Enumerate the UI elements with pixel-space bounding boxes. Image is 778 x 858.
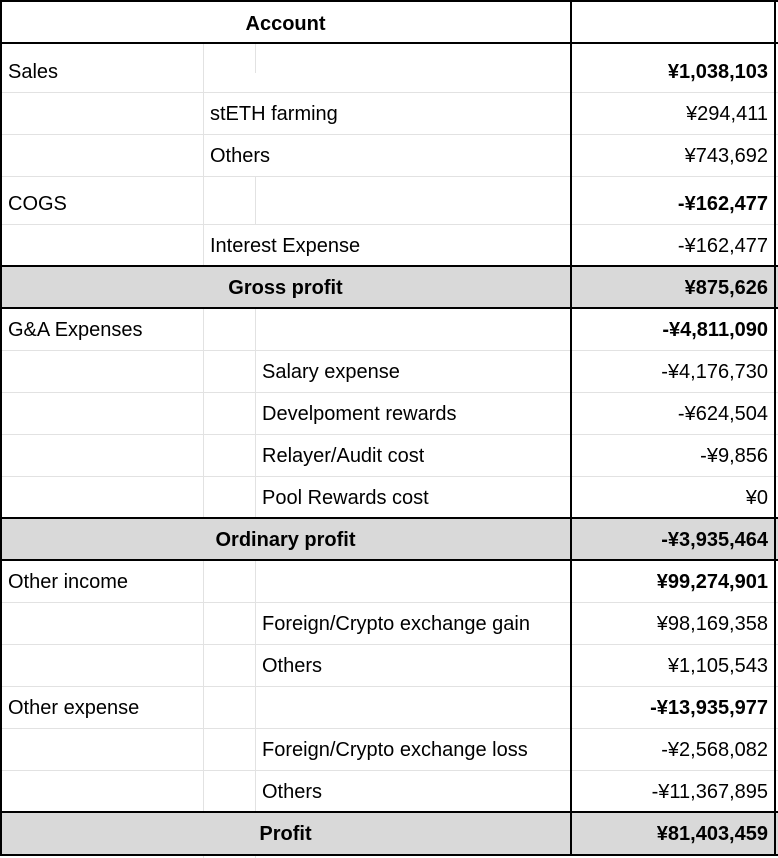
gridline bbox=[203, 854, 204, 858]
gross-profit-amount: ¥875,626 bbox=[684, 277, 768, 299]
table-border bbox=[570, 0, 572, 856]
gridline bbox=[0, 92, 778, 93]
row-development-rewards[interactable]: Develpoment rewards -¥624,504 bbox=[0, 393, 778, 435]
gridline bbox=[0, 644, 778, 645]
fx-gain-amount: ¥98,169,358 bbox=[656, 613, 768, 635]
fx-loss-label: Foreign/Crypto exchange loss bbox=[262, 739, 528, 761]
steth-farming-label: stETH farming bbox=[210, 103, 338, 125]
row-other-income[interactable]: Other income ¥99,274,901 bbox=[0, 561, 778, 603]
table-border bbox=[774, 0, 776, 856]
sales-label: Sales bbox=[8, 61, 59, 83]
gridline bbox=[0, 476, 778, 477]
table-border bbox=[0, 265, 778, 267]
ordinary-profit-label: Ordinary profit bbox=[215, 529, 356, 551]
row-other-expense[interactable]: Other expense -¥13,935,977 bbox=[0, 687, 778, 729]
pool-rewards-cost-amount: ¥0 bbox=[745, 487, 768, 509]
table-border bbox=[0, 307, 778, 309]
sales-others-label: Others bbox=[210, 145, 271, 167]
other-income-others-amount: ¥1,105,543 bbox=[667, 655, 768, 677]
gridline bbox=[203, 307, 204, 517]
other-income-label: Other income bbox=[8, 571, 129, 593]
ga-expenses-label: G&A Expenses bbox=[8, 319, 143, 341]
table-border bbox=[0, 0, 778, 2]
salary-expense-amount: -¥4,176,730 bbox=[661, 361, 768, 383]
row-sales[interactable]: Sales ¥1,038,103 bbox=[0, 51, 778, 93]
table-border bbox=[0, 854, 778, 856]
row-cogs[interactable]: COGS -¥162,477 bbox=[0, 183, 778, 225]
development-rewards-label: Develpoment rewards bbox=[262, 403, 457, 425]
cogs-label: COGS bbox=[8, 193, 67, 215]
row-interest-expense[interactable]: Interest Expense -¥162,477 bbox=[0, 225, 778, 267]
table-border bbox=[0, 811, 778, 813]
row-other-expense-others[interactable]: Others -¥11,367,895 bbox=[0, 771, 778, 813]
row-gross-profit[interactable]: Gross profit ¥875,626 bbox=[0, 267, 778, 307]
relayer-audit-cost-label: Relayer/Audit cost bbox=[262, 445, 425, 467]
gross-profit-label: Gross profit bbox=[228, 277, 343, 299]
header-row: Account bbox=[0, 3, 778, 45]
gridline bbox=[0, 134, 778, 135]
table-border bbox=[0, 517, 778, 519]
gridline bbox=[203, 559, 204, 811]
table-border bbox=[0, 42, 778, 44]
other-expense-label: Other expense bbox=[8, 697, 140, 719]
gridline bbox=[0, 350, 778, 351]
row-pool-rewards-cost[interactable]: Pool Rewards cost ¥0 bbox=[0, 477, 778, 519]
row-fx-loss[interactable]: Foreign/Crypto exchange loss -¥2,568,082 bbox=[0, 729, 778, 771]
gridline bbox=[0, 434, 778, 435]
gridline bbox=[255, 307, 256, 517]
other-income-amount: ¥99,274,901 bbox=[656, 571, 768, 593]
gridline bbox=[0, 686, 778, 687]
table-border bbox=[0, 559, 778, 561]
row-sales-others[interactable]: Others ¥743,692 bbox=[0, 135, 778, 177]
sales-others-amount: ¥743,692 bbox=[684, 145, 768, 167]
profit-label: Profit bbox=[259, 823, 312, 845]
gridline bbox=[0, 770, 778, 771]
row-other-income-others[interactable]: Others ¥1,105,543 bbox=[0, 645, 778, 687]
gridline bbox=[0, 392, 778, 393]
profit-amount: ¥81,403,459 bbox=[656, 823, 768, 845]
other-expense-amount: -¥13,935,977 bbox=[650, 697, 768, 719]
interest-expense-label: Interest Expense bbox=[210, 235, 361, 257]
row-ordinary-profit[interactable]: Ordinary profit -¥3,935,464 bbox=[0, 519, 778, 559]
other-income-others-label: Others bbox=[262, 655, 323, 677]
other-expense-others-label: Others bbox=[262, 781, 323, 803]
row-salary-expense[interactable]: Salary expense -¥4,176,730 bbox=[0, 351, 778, 393]
row-ga-expenses[interactable]: G&A Expenses -¥4,811,090 bbox=[0, 309, 778, 351]
ga-expenses-amount: -¥4,811,090 bbox=[662, 319, 768, 341]
row-steth-farming[interactable]: stETH farming ¥294,411 bbox=[0, 93, 778, 135]
row-profit[interactable]: Profit ¥81,403,459 bbox=[0, 813, 778, 854]
gridline bbox=[0, 176, 778, 177]
gridline bbox=[255, 854, 256, 858]
gridline bbox=[0, 728, 778, 729]
interest-expense-amount: -¥162,477 bbox=[677, 235, 768, 257]
gridline bbox=[255, 559, 256, 811]
gridline bbox=[203, 43, 204, 265]
cogs-amount: -¥162,477 bbox=[677, 193, 768, 215]
ordinary-profit-amount: -¥3,935,464 bbox=[661, 529, 768, 551]
development-rewards-amount: -¥624,504 bbox=[677, 403, 768, 425]
row-fx-gain[interactable]: Foreign/Crypto exchange gain ¥98,169,358 bbox=[0, 603, 778, 645]
fx-gain-label: Foreign/Crypto exchange gain bbox=[262, 613, 530, 635]
sales-amount: ¥1,038,103 bbox=[667, 61, 768, 83]
row-relayer-audit-cost[interactable]: Relayer/Audit cost -¥9,856 bbox=[0, 435, 778, 477]
gridline bbox=[255, 177, 256, 224]
gridline bbox=[255, 43, 256, 73]
other-expense-others-amount: -¥11,367,895 bbox=[651, 781, 768, 803]
table-border bbox=[0, 0, 2, 856]
steth-farming-amount: ¥294,411 bbox=[686, 103, 768, 125]
salary-expense-label: Salary expense bbox=[262, 361, 400, 383]
relayer-audit-cost-amount: -¥9,856 bbox=[700, 445, 768, 467]
fx-loss-amount: -¥2,568,082 bbox=[661, 739, 768, 761]
pool-rewards-cost-label: Pool Rewards cost bbox=[262, 487, 429, 509]
gridline bbox=[0, 602, 778, 603]
gridline bbox=[0, 224, 778, 225]
account-header: Account bbox=[245, 13, 326, 35]
